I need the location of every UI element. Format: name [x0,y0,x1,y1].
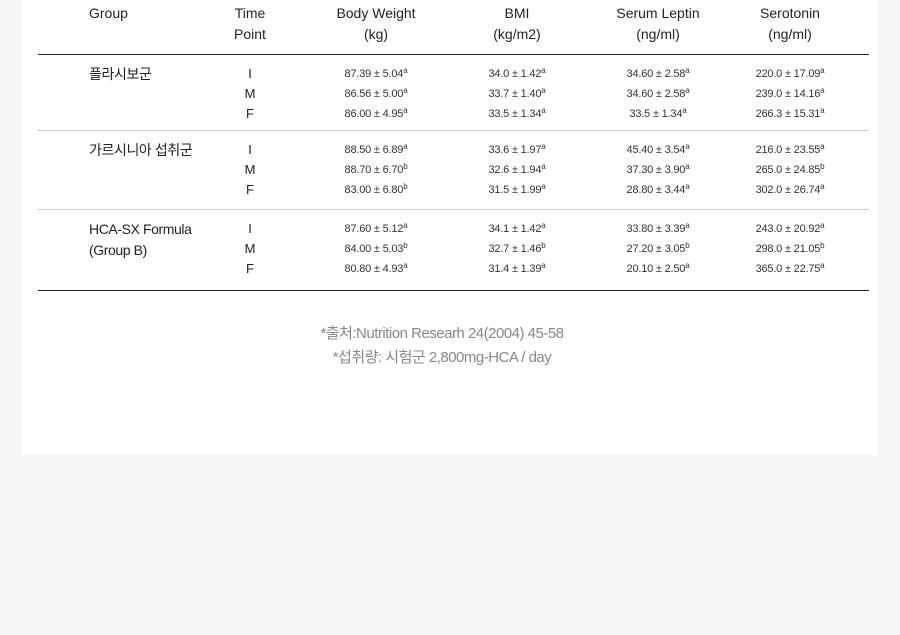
value-cell: 87.39 ± 5.04a [344,66,408,81]
value-cell: 45.40 ± 3.54a [626,142,690,157]
value-cell: 28.80 ± 3.44a [626,182,690,197]
value-cell: 33.6 ± 1.97a [488,142,546,157]
time-point: I [248,221,252,236]
group-divider [38,130,869,131]
value-cell: 265.0 ± 24.85b [755,162,825,177]
table-bottom-border [38,290,869,291]
value-cell: 20.10 ± 2.50a [626,261,690,276]
header-divider [38,54,869,55]
value-cell: 34.60 ± 2.58a [626,86,690,101]
header-bmi: BMI (kg/m2) [493,5,541,42]
time-point: I [248,142,252,157]
group-name: 플라시보군 [89,66,152,82]
value-cell: 32.7 ± 1.46b [488,241,546,256]
group-name: HCA-SX Formula (Group B) [89,221,192,258]
header-time-point: Time Point [234,5,266,42]
value-cell: 34.0 ± 1.42a [488,66,546,81]
value-cell: 88.70 ± 6.70b [344,162,408,177]
value-cell: 34.1 ± 1.42a [488,221,546,236]
value-cell: 86.00 ± 4.95a [344,106,408,121]
value-cell: 88.50 ± 6.89a [344,142,408,157]
value-cell: 365.0 ± 22.75a [755,261,825,276]
group-divider [38,209,869,210]
value-cell: 220.0 ± 17.09a [755,66,825,81]
time-point: M [244,241,256,256]
time-point: M [244,86,256,101]
value-cell: 266.3 ± 15.31a [755,106,825,121]
source-note: *출처:Nutrition Researh 24(2004) 45-58 [320,325,564,342]
header-body-weight: Body Weight (kg) [336,5,416,42]
value-cell: 33.5 ± 1.34a [488,106,546,121]
value-cell: 298.0 ± 21.05b [755,241,825,256]
value-cell: 87.60 ± 5.12a [344,221,408,236]
header-serotonin: Serotonin (ng/ml) [760,5,820,42]
value-cell: 302.0 ± 26.74a [755,182,825,197]
value-cell: 80.80 ± 4.93a [344,261,408,276]
value-cell: 31.5 ± 1.99a [488,182,546,197]
value-cell: 31.4 ± 1.39a [488,261,546,276]
value-cell: 37.30 ± 3.90a [626,162,690,177]
value-cell: 34.60 ± 2.58a [626,66,690,81]
value-cell: 84.00 ± 5.03b [344,241,408,256]
content-card [22,0,877,455]
time-point: F [246,261,254,276]
value-cell: 27.20 ± 3.05b [626,241,690,256]
group-name: 가르시니아 섭취군 [89,142,193,158]
value-cell: 33.80 ± 3.39a [626,221,690,236]
value-cell: 33.7 ± 1.40a [488,86,546,101]
value-cell: 32.6 ± 1.94a [488,162,546,177]
time-point: I [248,66,252,81]
value-cell: 86.56 ± 5.00a [344,86,408,101]
value-cell: 83.00 ± 6.80b [344,182,408,197]
value-cell: 216.0 ± 23.55a [755,142,825,157]
header-serum-leptin: Serum Leptin (ng/ml) [616,5,700,42]
value-cell: 33.5 ± 1.34a [629,106,687,121]
value-cell: 243.0 ± 20.92a [755,221,825,236]
time-point: M [244,162,256,177]
time-point: F [246,182,254,197]
header-group: Group [89,5,128,21]
time-point: F [246,106,254,121]
value-cell: 239.0 ± 14.16a [755,86,825,101]
dose-note: *섭취량: 시험군 2,800mg-HCA / day [332,349,552,366]
